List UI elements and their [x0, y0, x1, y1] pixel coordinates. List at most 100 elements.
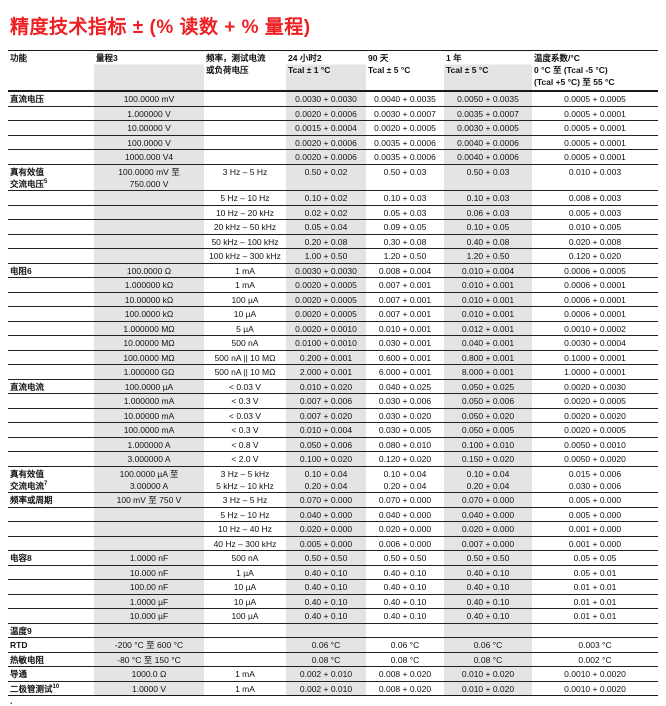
cell-line: 交流电流7	[10, 480, 48, 491]
cell-90day: 0.0035 + 0.0006	[366, 149, 444, 165]
cell-range: 1000.000 V4	[94, 149, 204, 165]
cell-function	[8, 408, 94, 423]
cell-line: 0.002 + 0.010	[299, 683, 353, 694]
cell-line: 0.40 + 0.10	[304, 567, 348, 578]
table-row: 100 kHz – 300 kHz 1.00 + 0.50 1.20 + 0.50 1…	[8, 248, 658, 264]
cell-line: 0.50 + 0.03	[383, 166, 427, 177]
cell-24h: 0.08 °C	[286, 652, 366, 667]
cell-1year: 0.08 °C	[444, 652, 532, 667]
cell-line: 0.800 + 0.001	[461, 352, 515, 363]
cell-tempco: 0.001 + 0.000	[532, 521, 658, 537]
cell-line: 0.070 + 0.000	[378, 495, 432, 505]
page-title: 精度技术指标 ± (% 读数 + % 量程)	[10, 17, 311, 38]
cell-1year: 0.100 + 0.010	[444, 437, 532, 452]
cell-1year: 0.40 + 0.08	[444, 234, 532, 249]
cell-1year: 0.150 + 0.020	[444, 451, 532, 467]
cell-line: 0.008 + 0.020	[378, 669, 432, 679]
cell-line: 0.01 + 0.01	[573, 582, 617, 592]
cell-line: 500 nA || 10 MΩ	[214, 367, 276, 377]
cell-line: 0.0040 + 0.0035	[374, 94, 436, 104]
table-row: 40 Hz – 300 kHz 0.005 + 0.000 0.006 + 0.00…	[8, 536, 658, 551]
cell-tempco: 0.0005 + 0.0001	[532, 149, 658, 165]
cell-range: 100.0000 mV	[94, 90, 204, 107]
table-row: RTD -200 °C 至 600 °C 0.06 °C 0.06 °C 0.06 °C…	[8, 637, 658, 653]
cell-tempco: 0.0050 + 0.0020	[532, 451, 658, 467]
cell-line: 0.007 + 0.001	[378, 294, 432, 305]
cell-line: 10 µA	[233, 582, 257, 592]
cell-freq-current	[204, 90, 286, 107]
cell-line: 1000.0 Ω	[131, 669, 167, 679]
table-row: 直流电流 100.0000 µA < 0.03 V 0.010 + 0.020 0.04…	[8, 378, 658, 394]
cell-line: 1.20 + 0.50	[466, 251, 510, 261]
cell-90day: 0.10 + 0.04 0.20 + 0.04	[366, 465, 444, 493]
cell-line: 1 mA	[235, 265, 255, 276]
cell-function	[8, 292, 94, 307]
cell-line: 0.005 + 0.000	[568, 509, 622, 520]
cell-tempco: 0.005 + 0.000	[532, 507, 658, 522]
cell-function	[8, 437, 94, 452]
cell-function: 二极管测试10	[8, 680, 94, 696]
cell-24h: 0.0020 + 0.0006	[286, 135, 366, 150]
cell-freq-current	[204, 652, 286, 667]
cell-line: 0.010 + 0.005	[568, 222, 622, 232]
table-row: 温度9	[8, 622, 658, 638]
cell-tempco: 0.0006 + 0.0001	[532, 292, 658, 307]
cell-24h: 0.40 + 0.10	[286, 565, 366, 580]
cell-24h: 0.40 + 0.10	[286, 594, 366, 609]
cell-freq-current: 100 µA	[204, 608, 286, 624]
cell-24h: 0.0030 + 0.0030	[286, 262, 366, 278]
cell-range	[94, 507, 204, 522]
cell-range: 100.0000 mV 至 750.000 V	[94, 163, 204, 191]
cell-90day: 0.600 + 0.001	[366, 350, 444, 365]
cell-line: 100.0000 µA	[124, 381, 174, 392]
cell-tempco: 0.0010 + 0.0020	[532, 666, 658, 682]
cell-1year: 0.40 + 0.10	[444, 594, 532, 609]
cell-90day: 0.030 + 0.020	[366, 408, 444, 423]
cell-line: 0.40 + 0.10	[304, 582, 348, 592]
cell-line: 0.002 + 0.010	[299, 669, 353, 679]
cell-24h: 0.0020 + 0.0010	[286, 321, 366, 336]
cell-90day: 0.080 + 0.010	[366, 437, 444, 452]
col-header-1year: 1 年 Tcal ± 5 °C	[444, 50, 532, 92]
cell-line: < 0.8 V	[231, 439, 259, 450]
table-row: 10.00000 kΩ 100 µA 0.0020 + 0.0005 0.007 + …	[8, 292, 658, 307]
cell-24h: 0.0100 + 0.0010	[286, 335, 366, 351]
col-header-subline: 或负荷电压	[206, 65, 249, 75]
col-header-subline: 0 °C 至 (Tcal -5 °C)	[534, 65, 608, 75]
footnote-superscript: 5	[44, 178, 48, 185]
table-row: 3.000000 A < 2.0 V 0.100 + 0.020 0.120 + 0.…	[8, 451, 658, 467]
cell-line: 0.005 + 0.003	[568, 207, 622, 218]
cell-line: 0.01 + 0.01	[573, 611, 617, 621]
cell-line: 1000.000 V4	[124, 152, 174, 162]
cell-line: 0.10 + 0.03	[383, 193, 427, 203]
cell-24h: 0.02 + 0.02	[286, 205, 366, 220]
cell-line: 0.30 + 0.08	[383, 236, 427, 247]
cell-line: 0.40 + 0.10	[383, 611, 427, 621]
col-header-subline: (Tcal +5 °C) 至 55 °C	[534, 77, 615, 87]
cell-line: 0.120 + 0.020	[378, 454, 432, 464]
cell-1year: 0.050 + 0.025	[444, 378, 532, 394]
cell-tempco: 0.05 + 0.05	[532, 550, 658, 566]
cell-freq-current: 1 mA	[204, 680, 286, 696]
cell-line: 5 µA	[236, 323, 254, 334]
cell-line: 0.50 + 0.50	[466, 553, 510, 563]
col-header-label: 频率，测试电流	[206, 53, 266, 63]
cell-freq-current: 500 nA || 10 MΩ	[204, 364, 286, 380]
cell-freq-current: 1 mA	[204, 277, 286, 293]
cell-1year: 0.0035 + 0.0007	[444, 106, 532, 121]
cell-1year: 0.0030 + 0.0005	[444, 120, 532, 136]
cell-range: 100.0000 µA	[94, 378, 204, 394]
cell-1year: 0.040 + 0.000	[444, 507, 532, 522]
col-header-tempco: 温度系数/°C 0 °C 至 (Tcal -5 °C) (Tcal +5 °C) 至…	[532, 50, 658, 92]
cell-function	[8, 393, 94, 409]
cell-function: 电容8	[8, 550, 94, 566]
cell-tempco: 0.0005 + 0.0001	[532, 106, 658, 121]
cell-tempco: 0.01 + 0.01	[532, 594, 658, 609]
cell-line: 0.10 + 0.04	[304, 468, 348, 479]
cell-24h: 0.40 + 0.10	[286, 579, 366, 595]
cell-line: 0.05 + 0.03	[383, 207, 427, 218]
cell-tempco: 0.0010 + 0.0002	[532, 321, 658, 336]
cell-range: 100.0000 kΩ	[94, 306, 204, 322]
cell-line: 0.030 + 0.006	[378, 396, 432, 406]
cell-freq-current: < 2.0 V	[204, 451, 286, 467]
